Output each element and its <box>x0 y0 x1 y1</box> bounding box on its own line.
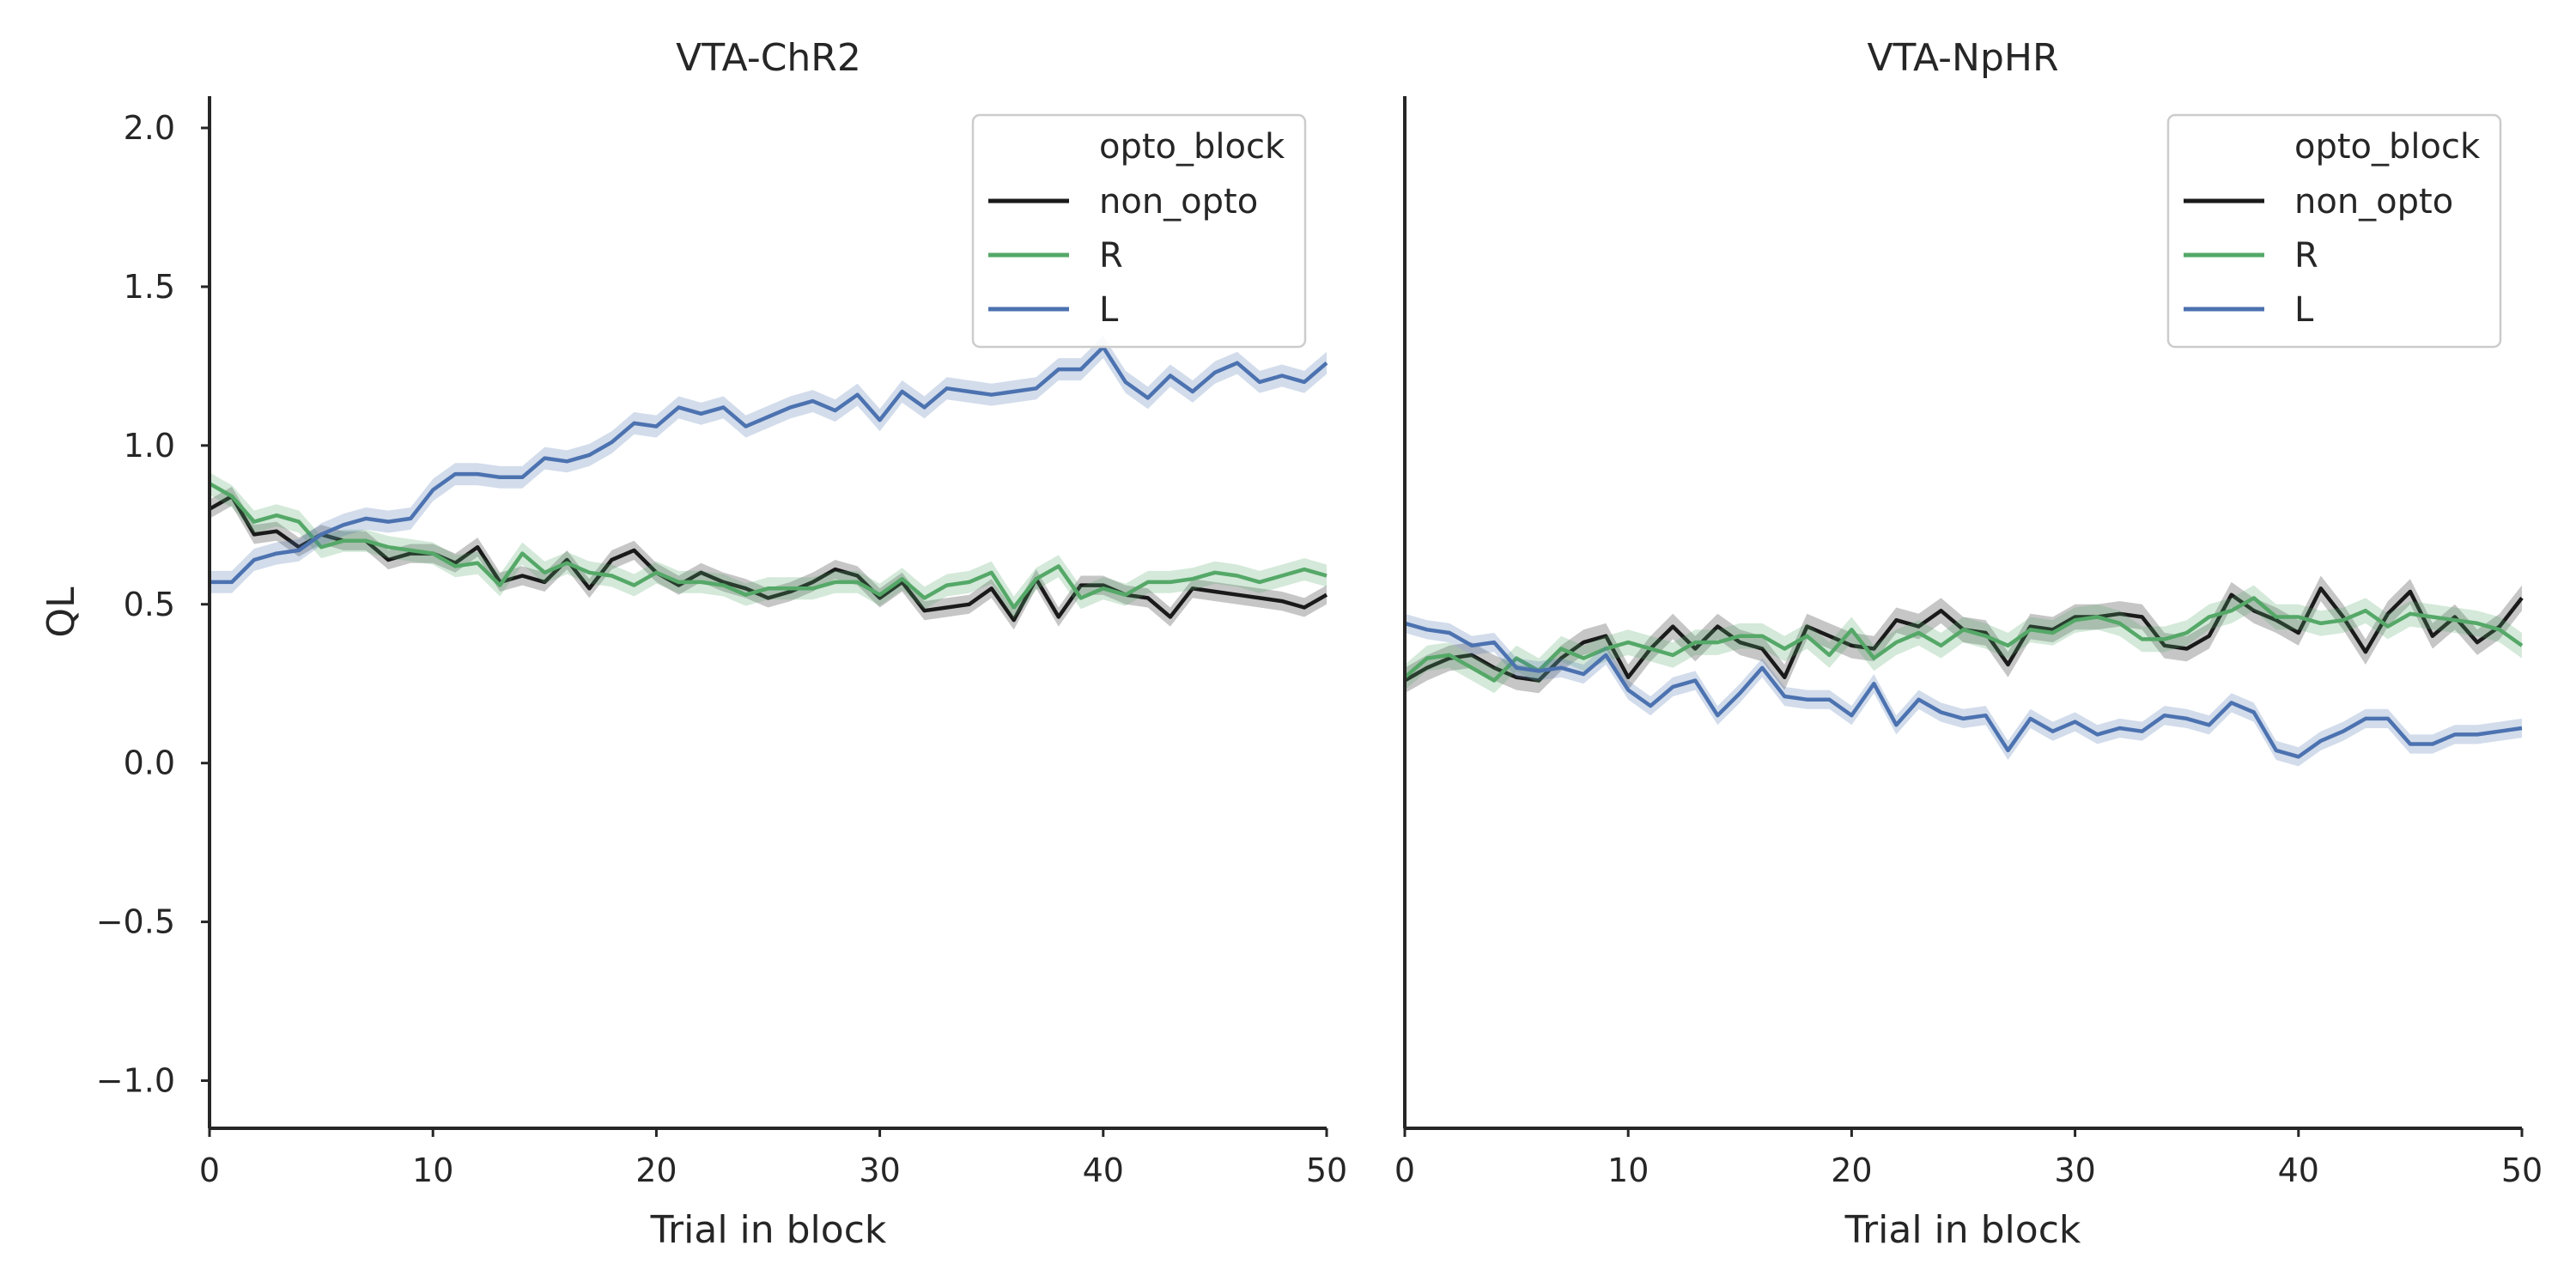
legend-title: opto_block <box>1099 127 1285 167</box>
series-r <box>1403 585 2524 694</box>
ci-band-non-opto <box>210 486 1327 630</box>
legend-label-r: R <box>2294 236 2318 276</box>
legend-frame <box>2166 113 2502 349</box>
series-l <box>210 336 1328 593</box>
x-tick-label: 40 <box>1083 1151 1124 1189</box>
ci-band-r <box>1405 585 2522 694</box>
x-tick-label: 40 <box>2278 1151 2319 1189</box>
y-tick-label: −1.0 <box>96 1062 175 1100</box>
series-non-opto <box>208 486 1328 630</box>
y-tick-label: 0.0 <box>124 744 175 782</box>
x-tick-label: 50 <box>2501 1151 2543 1189</box>
y-tick-label: 2.0 <box>124 109 175 147</box>
x-ticks: 0 10 20 30 40 50 <box>199 1128 1347 1189</box>
series-line-l <box>1404 621 2523 759</box>
x-tick-label: 0 <box>199 1151 220 1189</box>
ci-band-r <box>210 472 1327 619</box>
y-tick-label: 1.5 <box>124 268 175 306</box>
x-axis-label: Trial in block <box>650 1208 887 1252</box>
x-tick-label: 0 <box>1394 1151 1415 1189</box>
legend-entries: non_opto RL <box>988 182 1258 330</box>
series-line-r <box>1403 596 2524 683</box>
legend-label-non-opto: non_opto <box>2294 182 2453 222</box>
y-tick-label: 1.0 <box>124 427 175 465</box>
ci-band-l <box>210 336 1327 593</box>
series-l <box>1404 613 2523 767</box>
panel-title: VTA-ChR2 <box>676 36 861 80</box>
y-axis-label: QL <box>39 586 83 638</box>
x-tick-label: 10 <box>1607 1151 1649 1189</box>
x-tick-label: 10 <box>412 1151 453 1189</box>
series-line-non-opto <box>208 494 1328 623</box>
legend-entries: non_opto RL <box>2184 182 2453 330</box>
panel-vta-chr2: VTA-ChR2 0 10 20 30 40 50 −1.0 −0.5 0.0 0.5 1.0 1.… <box>39 36 1347 1252</box>
legend: opto_block non_opto RL <box>2166 113 2502 349</box>
y-tick-label: −0.5 <box>96 903 175 941</box>
plot-area-vta-chr2 <box>208 336 1328 630</box>
legend-label-r: R <box>1099 236 1123 276</box>
legend-label-l: L <box>1099 290 1119 330</box>
y-tick-label: 0.5 <box>124 586 175 623</box>
x-ticks: 0 10 20 30 40 50 <box>1394 1128 2543 1189</box>
legend-label-non-opto: non_opto <box>1099 182 1258 222</box>
x-tick-label: 20 <box>1831 1151 1872 1189</box>
x-tick-label: 30 <box>2054 1151 2095 1189</box>
series-r <box>208 472 1327 619</box>
y-ticks: −1.0 −0.5 0.0 0.5 1.0 1.5 2.0 <box>96 109 210 1100</box>
x-tick-label: 30 <box>859 1151 900 1189</box>
legend: opto_block non_opto RL <box>971 113 1307 349</box>
x-tick-label: 50 <box>1306 1151 1347 1189</box>
panel-title: VTA-NpHR <box>1867 36 2058 80</box>
plot-area-vta-nphr <box>1403 575 2524 767</box>
series-line-l <box>210 344 1328 585</box>
legend-frame <box>971 113 1307 349</box>
x-tick-label: 20 <box>635 1151 677 1189</box>
series-line-r <box>208 482 1327 610</box>
x-axis-label: Trial in block <box>1844 1208 2081 1252</box>
legend-label-l: L <box>2294 290 2314 330</box>
legend-title: opto_block <box>2294 127 2481 167</box>
panel-vta-nphr: VTA-NpHR 0 10 20 30 40 50 Trial in block opto… <box>1394 36 2543 1252</box>
